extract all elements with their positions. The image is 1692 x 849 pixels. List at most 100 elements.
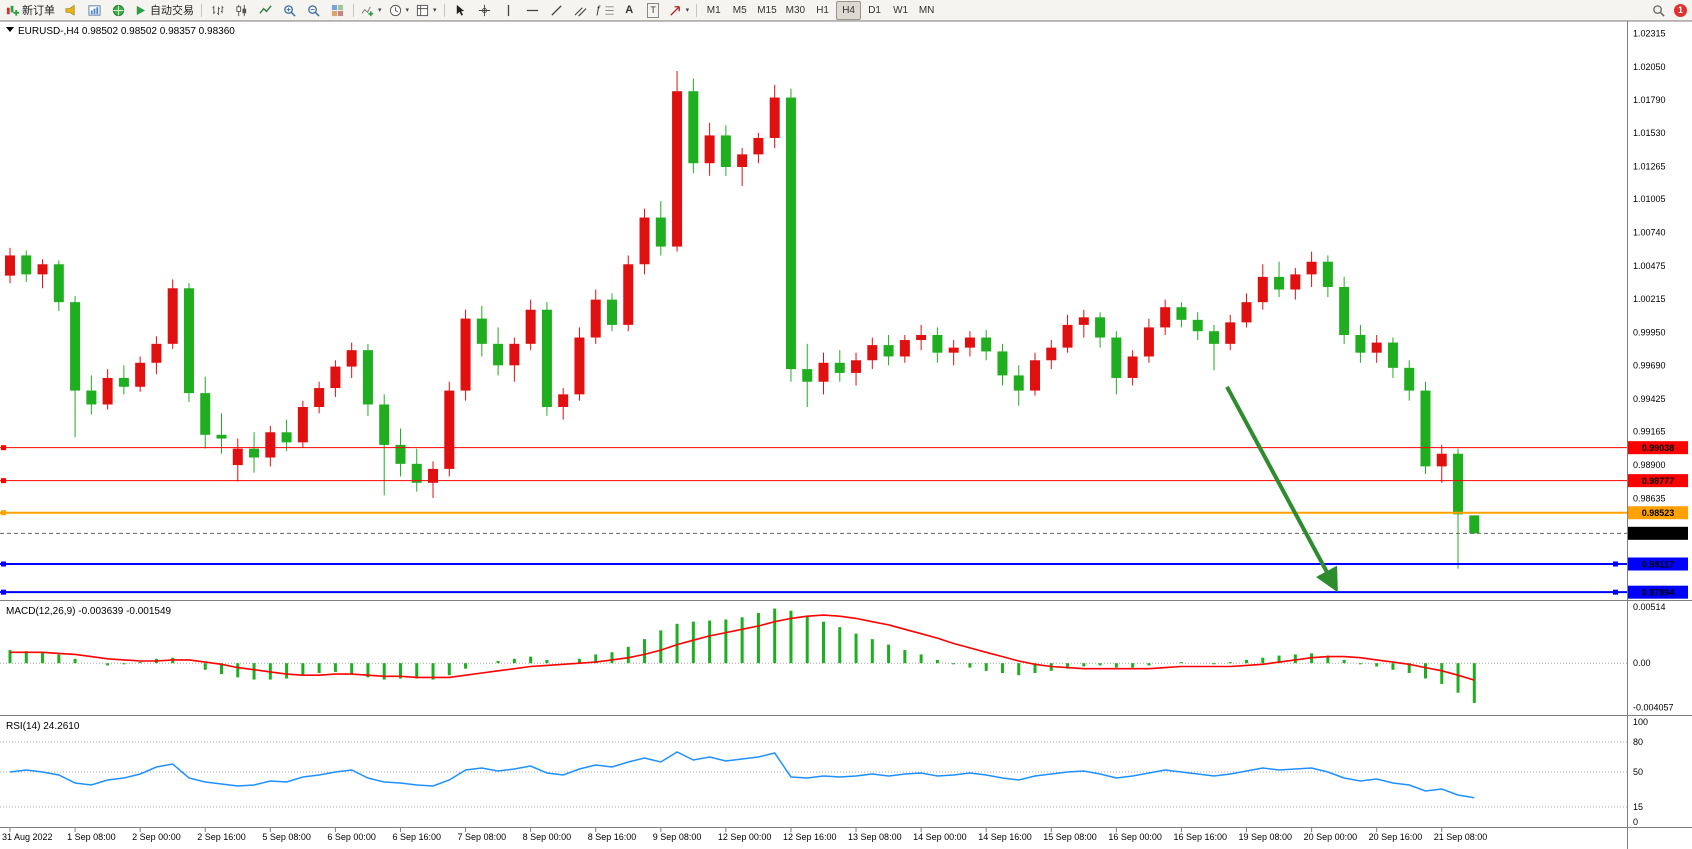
svg-text:8 Sep 00:00: 8 Sep 00:00 <box>523 832 572 842</box>
svg-text:0.99425: 0.99425 <box>1633 394 1666 404</box>
candle-body <box>297 407 308 443</box>
trend-arrow[interactable] <box>1225 385 1338 593</box>
timeframe-m1-button[interactable]: M1 <box>706 4 721 16</box>
candle-body <box>232 448 243 466</box>
periods-button[interactable]: ▾ <box>386 1 413 20</box>
candle-body <box>460 318 471 391</box>
search-button[interactable] <box>1647 1 1670 20</box>
candle-body <box>981 337 992 352</box>
candle-body <box>1062 324 1073 348</box>
chart-window-button[interactable] <box>83 1 106 20</box>
symbol-dropdown-toggle[interactable] <box>6 27 14 32</box>
svg-text:0.98117: 0.98117 <box>1642 560 1674 570</box>
svg-text:100: 100 <box>1633 717 1648 727</box>
svg-text:0.00514: 0.00514 <box>1633 602 1666 612</box>
news-button[interactable] <box>59 1 82 20</box>
candle-body <box>1306 261 1317 275</box>
toolbar-separator <box>201 3 202 17</box>
candle-body <box>249 448 260 458</box>
timeframe-mn-button[interactable]: MN <box>918 4 935 16</box>
candle-body <box>1095 317 1106 338</box>
timeframe-m15-button[interactable]: M15 <box>757 4 777 16</box>
svg-text:2 Sep 16:00: 2 Sep 16:00 <box>197 832 246 842</box>
fibonacci-tool-button[interactable]: ƒ <box>593 1 617 20</box>
candle-body <box>86 390 97 405</box>
indicator-add-icon <box>361 6 374 16</box>
svg-text:0.97894: 0.97894 <box>1642 588 1675 598</box>
arrows-tool-button[interactable]: ▾ <box>666 1 693 20</box>
timeframe-m30-button[interactable]: M30 <box>785 4 806 16</box>
vertical-line-icon <box>507 4 509 16</box>
macd-layer <box>8 608 1476 703</box>
svg-text:0.98360: 0.98360 <box>1642 529 1675 539</box>
timeframe-h4-button[interactable]: H4 <box>836 0 862 20</box>
price-tag <box>1628 526 1688 540</box>
auto-trading-label: 自动交易 <box>150 5 194 17</box>
candle-body <box>948 347 959 353</box>
candle-body <box>1176 307 1187 320</box>
candle-body <box>70 302 81 391</box>
svg-text:0.98523: 0.98523 <box>1642 508 1675 518</box>
auto-trading-button[interactable]: 自动交易 <box>131 1 197 20</box>
candle-body <box>411 463 422 483</box>
candle-body <box>476 318 487 344</box>
crosshair-tool-button[interactable] <box>473 1 496 20</box>
candle-body <box>330 366 341 389</box>
candle-body <box>346 350 357 367</box>
price-tag <box>1628 557 1688 571</box>
timeframe-w1-button[interactable]: W1 <box>893 4 909 16</box>
candle-body <box>53 264 64 303</box>
timeframe-d1-button[interactable]: D1 <box>868 4 881 16</box>
candle-body <box>883 345 894 357</box>
time-axis[interactable]: 31 Aug 2022 1 Sep 08:00 2 Sep 00:00 2 Sep 1… <box>2 828 1487 842</box>
new-order-button[interactable]: 新订单 <box>3 1 58 20</box>
candlestick-type-button[interactable] <box>230 1 253 20</box>
svg-text:1.00215: 1.00215 <box>1633 294 1666 304</box>
svg-text:50: 50 <box>1633 767 1643 777</box>
trendline-tool-button[interactable] <box>545 1 568 20</box>
timeframe-h1-button[interactable]: H1 <box>816 4 829 16</box>
candle-body <box>1143 327 1154 357</box>
svg-text:0.00: 0.00 <box>1633 658 1651 668</box>
candlestick-chart[interactable]: 1.02315 1.02050 1.01790 1.01530 1.01265 1.010… <box>0 21 1692 849</box>
candle-body <box>428 468 439 483</box>
candle-body <box>1046 347 1057 361</box>
candle-body <box>720 135 731 167</box>
horizontal-line-tool-button[interactable] <box>521 1 544 20</box>
candle-body <box>1274 276 1285 290</box>
dropdown-caret-icon: ▾ <box>433 7 437 14</box>
candle-body <box>574 337 585 395</box>
candle-body <box>5 255 15 276</box>
indicators-button[interactable]: ▾ <box>358 1 385 20</box>
cursor-tool-button[interactable] <box>449 1 472 20</box>
channel-tool-button[interactable] <box>569 1 592 20</box>
svg-text:6 Sep 16:00: 6 Sep 16:00 <box>392 832 441 842</box>
vertical-line-tool-button[interactable] <box>497 1 520 20</box>
price-axis[interactable]: 1.02315 1.02050 1.01790 1.01530 1.01265 1.010… <box>1628 29 1688 827</box>
svg-text:31 Aug 2022: 31 Aug 2022 <box>2 832 53 842</box>
zoom-out-button[interactable] <box>302 1 325 20</box>
candle-body <box>21 255 32 275</box>
candle-body <box>1208 331 1219 344</box>
tile-windows-button[interactable] <box>326 1 349 20</box>
dropdown-caret-icon: ▾ <box>405 7 410 14</box>
bar-chart-type-button[interactable] <box>206 1 229 20</box>
candle-body <box>1290 274 1301 290</box>
line-chart-type-button[interactable] <box>254 1 277 20</box>
notification-badge[interactable]: 1 <box>1674 3 1687 17</box>
market-button[interactable] <box>107 1 130 20</box>
label-tool-icon: T <box>647 2 659 18</box>
horizontal-lines-layer[interactable] <box>0 445 1627 595</box>
candle-body <box>1192 319 1203 332</box>
macd-title: MACD(12,26,9) -0.003639 -0.001549 <box>6 606 172 617</box>
text-tool-button[interactable]: A <box>618 1 641 20</box>
ohlc-bars-icon <box>212 5 224 15</box>
price-tag <box>1628 585 1688 599</box>
templates-button[interactable]: ▾ <box>413 1 440 20</box>
macd-signal-line <box>10 614 1475 681</box>
candles-layer[interactable] <box>5 71 1480 569</box>
label-tool-button[interactable]: T <box>642 1 665 20</box>
candle-body <box>558 394 569 407</box>
timeframe-m5-button[interactable]: M5 <box>732 4 747 16</box>
zoom-in-button[interactable] <box>278 1 301 20</box>
